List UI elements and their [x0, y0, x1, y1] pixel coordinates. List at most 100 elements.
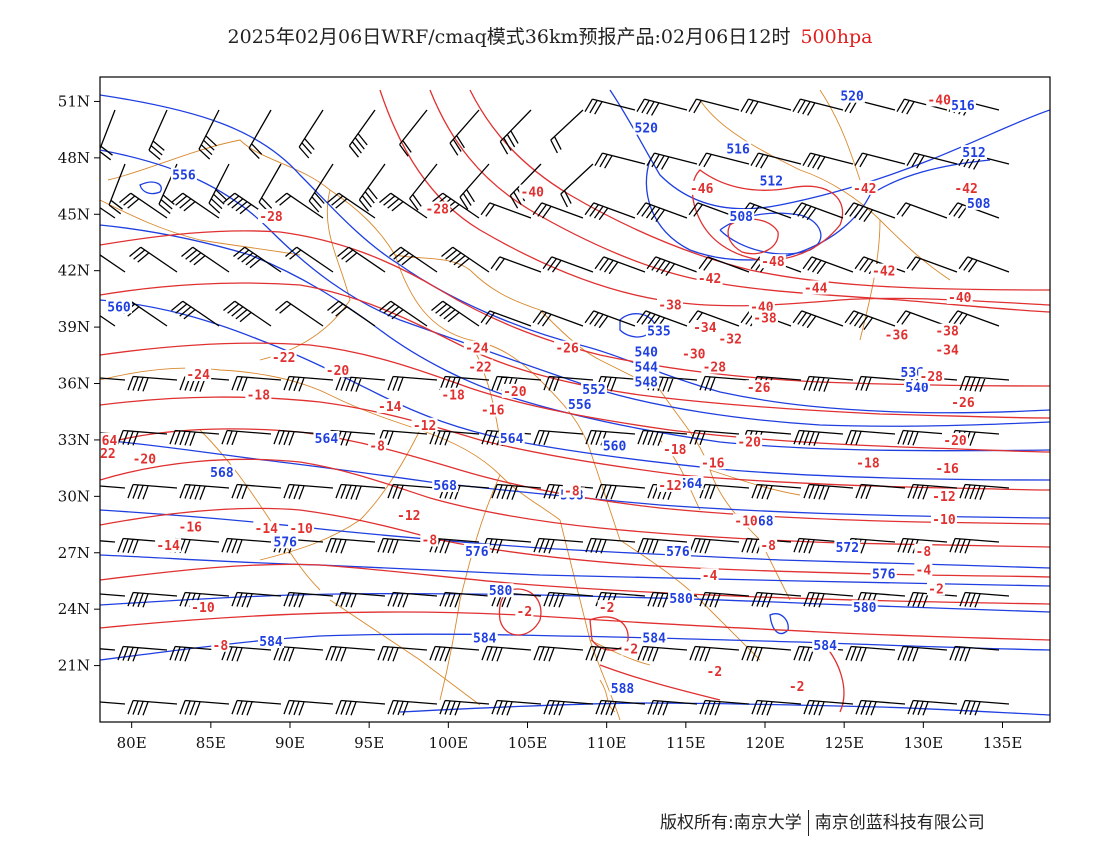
contour-label-bg [155, 538, 182, 553]
contour-label: 584 [473, 631, 497, 646]
wind-barb [377, 645, 428, 662]
contour-label-bg [965, 195, 992, 210]
contour-label-bg [597, 600, 616, 615]
lat-tick-label: 27N [58, 544, 90, 562]
wind-barb [449, 109, 480, 156]
contour-label-bg [424, 201, 451, 216]
wind-barb [637, 429, 688, 446]
wind-barb [389, 246, 438, 273]
wind-barb [379, 300, 428, 327]
contour-label-bg [839, 88, 866, 103]
contour-label: 576 [872, 567, 896, 582]
wind-barb [273, 429, 324, 446]
wind-barb [335, 375, 386, 392]
contour-label: -42 [853, 182, 876, 197]
wind-barb [117, 537, 168, 554]
wind-barb [585, 537, 636, 554]
contour-label-bg [883, 327, 910, 342]
wind-barb [855, 375, 906, 392]
wind-barb [348, 109, 376, 158]
wind-barb [119, 192, 168, 219]
wind-barb [698, 152, 750, 168]
contour-label: 540 [905, 381, 929, 396]
contour-label: 584 [642, 631, 666, 646]
contour-label-bg [245, 387, 272, 402]
lat-tick-label: 33N [58, 431, 90, 449]
contour-label: 588 [611, 682, 635, 697]
wind-barb [108, 163, 126, 215]
contour-label: 580 [669, 592, 693, 607]
wind-barb [127, 375, 178, 392]
contour-label-bg [691, 319, 718, 334]
contour-label-bg [834, 539, 861, 554]
wind-barb [258, 163, 282, 214]
contour-label: 22 [100, 447, 116, 462]
contour-label: -8 [916, 545, 932, 560]
wind-barb [231, 591, 282, 608]
contour-label: 576 [666, 545, 690, 560]
wind-barb [327, 192, 376, 219]
wind-barb [542, 256, 594, 273]
contour-label: -20 [943, 434, 967, 449]
contour-label: 564 [315, 432, 339, 447]
contour-label-bg [395, 508, 422, 523]
wind-barb [959, 699, 1010, 716]
wind-barb [387, 591, 438, 608]
wind-barb [481, 645, 532, 662]
lat-tick-label: 51N [58, 92, 90, 110]
wind-barb [949, 537, 1000, 554]
contour-label-bg [519, 184, 546, 199]
contour-label-bg [106, 299, 132, 314]
contour-label-bg [420, 532, 439, 547]
wind-barb [100, 314, 116, 327]
wind-barb [802, 256, 854, 275]
wind-barbs [100, 98, 1010, 716]
wind-barb [689, 537, 740, 554]
wind-barb [854, 152, 906, 168]
wind-barb [906, 152, 958, 169]
contour-label: -24 [186, 368, 210, 383]
wind-barb [283, 375, 334, 392]
lat-tick-label: 24N [58, 600, 90, 618]
wind-barb [358, 163, 386, 212]
wind-barb [158, 163, 178, 215]
wind-barb [275, 192, 324, 219]
contour-label-bg [562, 483, 581, 498]
wind-barb [335, 699, 386, 716]
contour-label-bg [633, 374, 660, 389]
lon-tick-label: 135E [983, 734, 1023, 752]
wind-barb [439, 375, 490, 392]
contour-label: 552 [582, 383, 605, 398]
wind-barb [127, 483, 178, 500]
contour-label: -26 [951, 396, 975, 411]
contour-label-bg [100, 432, 119, 447]
wind-barb [298, 109, 324, 159]
contour-label: -22 [272, 351, 295, 366]
wind-barb [283, 699, 334, 716]
contour-label: -28 [259, 210, 283, 225]
lon-tick-label: 90E [275, 734, 305, 752]
wind-barb [325, 537, 376, 554]
contour-label-bg [208, 464, 235, 479]
contour-label-bg [100, 445, 117, 460]
contour-label-bg [930, 511, 957, 526]
contour-label-bg [609, 681, 636, 696]
wind-barb [387, 483, 438, 500]
contour-label: 512 [760, 174, 783, 189]
wind-barb [223, 300, 272, 327]
contour-label: 568 [210, 466, 234, 481]
wind-barb [532, 202, 584, 219]
wind-barb [803, 375, 854, 392]
contour-label-bg [934, 461, 961, 476]
contour-label-bg [802, 280, 829, 295]
contour-label-bg [432, 477, 459, 492]
contour-label-bg [566, 397, 593, 412]
wind-barb [533, 429, 584, 446]
contour-label-bg [953, 180, 980, 195]
contour-label-bg [581, 382, 607, 397]
wind-barb [897, 645, 948, 662]
lat-tick-label: 45N [58, 205, 90, 223]
contour-label-bg [185, 366, 212, 381]
wind-barb [335, 591, 386, 608]
contour-label: -34 [693, 321, 717, 336]
